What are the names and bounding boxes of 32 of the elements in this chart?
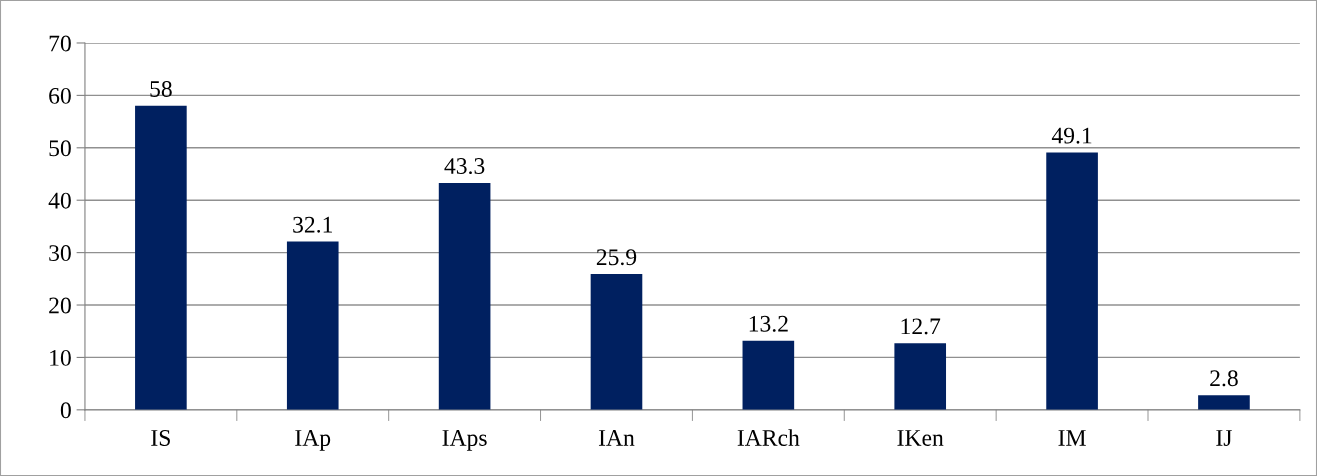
bar — [438, 182, 491, 410]
bar — [894, 343, 947, 410]
data-label: 2.8 — [1210, 370, 1238, 387]
data-label: 32.1 — [293, 216, 332, 233]
data-label: 58 — [150, 80, 172, 97]
y-tick-label: 40 — [48, 192, 71, 209]
bar — [742, 340, 795, 410]
x-tick-label: IJ — [1216, 430, 1232, 446]
x-tick-label: IARch — [737, 429, 800, 446]
bar — [1198, 395, 1250, 410]
x-tick-label: IKen — [897, 430, 944, 446]
y-tick-label: 10 — [50, 349, 71, 366]
data-label: 13.2 — [749, 315, 788, 332]
x-tick-label: IS — [151, 430, 170, 446]
x-tick-label: IAp — [295, 430, 331, 451]
y-tick-label: 60 — [49, 87, 71, 104]
x-tick-label: IM — [1058, 430, 1086, 446]
bar — [135, 105, 187, 410]
bar — [590, 274, 643, 410]
bar — [1046, 152, 1098, 410]
data-label: 43.3 — [444, 158, 485, 175]
y-tick-label: 20 — [49, 297, 71, 314]
data-label: 12.7 — [901, 318, 941, 335]
x-tick-label: IAps — [442, 430, 487, 451]
x-tick-label: IAn — [598, 430, 635, 446]
y-tick-label: 0 — [60, 402, 71, 419]
y-tick-label: 50 — [49, 140, 71, 157]
data-label: 25.9 — [596, 249, 637, 266]
y-tick-label: 70 — [49, 35, 71, 52]
y-tick-label: 30 — [49, 245, 71, 262]
bar — [286, 241, 339, 410]
data-label: 49.1 — [1051, 127, 1092, 144]
